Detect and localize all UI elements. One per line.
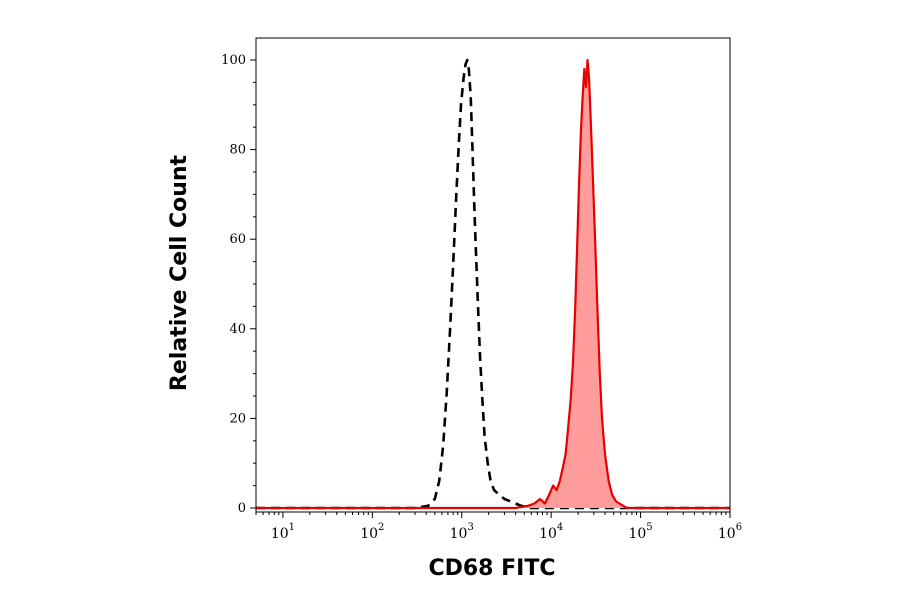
y-tick-label: 40 bbox=[229, 322, 246, 337]
x-tick-label: 105 bbox=[628, 522, 652, 542]
series-1-fill bbox=[256, 60, 730, 508]
axis-layer: 0 20 40 60 80 100 101 102 103 104 105 106 bbox=[221, 53, 742, 542]
y-tick-label: 100 bbox=[221, 53, 246, 68]
y-tick-label: 60 bbox=[229, 232, 246, 247]
x-tick-label: 104 bbox=[539, 522, 563, 542]
x-tick-label: 102 bbox=[360, 522, 384, 542]
y-tick-label: 80 bbox=[229, 143, 246, 158]
x-tick-label: 106 bbox=[718, 522, 742, 542]
x-axis-title: CD68 FITC bbox=[428, 556, 555, 581]
x-tick-label: 101 bbox=[271, 522, 295, 542]
series-1-line bbox=[256, 58, 730, 510]
series-layer bbox=[256, 58, 730, 510]
x-tick-label: 103 bbox=[450, 522, 474, 542]
plot-frame bbox=[255, 37, 731, 513]
y-tick-label: 20 bbox=[229, 411, 246, 426]
y-tick-label: 0 bbox=[238, 501, 246, 516]
series-0-line bbox=[256, 58, 730, 510]
y-axis-title: Relative Cell Count bbox=[167, 154, 192, 391]
